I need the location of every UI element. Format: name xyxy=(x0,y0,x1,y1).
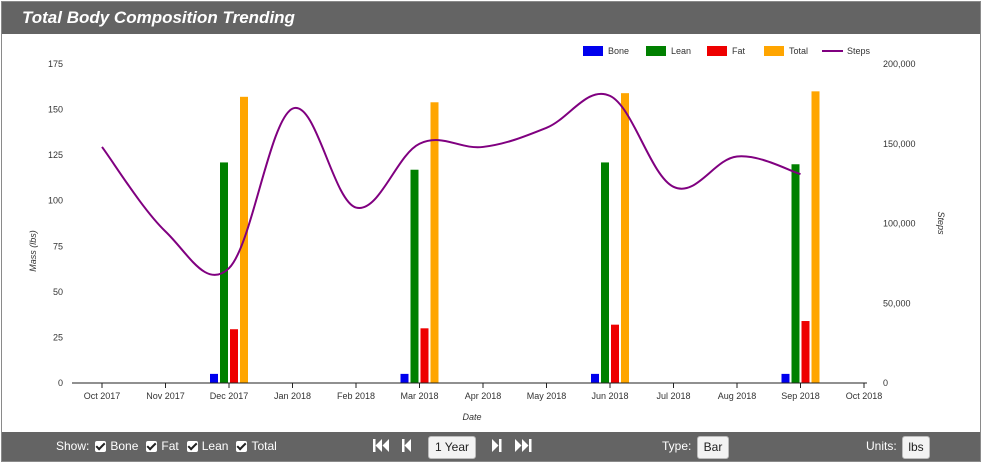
legend-label-total: Total xyxy=(789,46,808,56)
y-tick-label: 100 xyxy=(48,196,63,206)
bar-total xyxy=(621,93,629,383)
legend-swatch-fat xyxy=(707,46,727,56)
bar-total xyxy=(430,102,439,383)
y-tick-label: 75 xyxy=(53,241,63,251)
x-tick-label: Sep 2018 xyxy=(781,391,820,401)
bar-fat xyxy=(801,321,810,383)
chart-type-button[interactable]: Bar xyxy=(697,436,729,459)
fat-checkbox[interactable] xyxy=(146,440,158,452)
legend-label-fat: Fat xyxy=(732,46,746,56)
x-tick-label: Jul 2018 xyxy=(656,391,690,401)
y2-axis-label: Steps xyxy=(936,211,946,235)
total-checkbox[interactable] xyxy=(236,440,248,452)
x-tick-label: Dec 2017 xyxy=(210,391,249,401)
y2-tick-label: 200,000 xyxy=(883,59,916,69)
type-label: Type: xyxy=(662,439,692,453)
toggle-fat-label: Fat xyxy=(161,439,179,453)
units-label: Units: xyxy=(866,439,897,453)
toggle-fat[interactable]: Fat xyxy=(146,439,179,453)
previous-page-icon[interactable] xyxy=(402,439,412,452)
steps-line xyxy=(101,92,801,276)
bar-bone xyxy=(210,373,218,383)
bar-bone xyxy=(781,373,790,383)
bar-bone xyxy=(400,373,409,383)
y-tick-label: 0 xyxy=(58,378,63,388)
footer-toolbar: Show: Bone Fat Lean Total 1 Year Type: B… xyxy=(2,432,980,461)
x-tick-label: Jan 2018 xyxy=(274,391,311,401)
y-tick-label: 50 xyxy=(53,287,63,297)
legend-label-steps: Steps xyxy=(847,46,871,56)
bar-fat xyxy=(611,324,619,383)
body-composition-chart: 0 25 50 75 100 125 150 175 0 50,000 100,000 150,000… xyxy=(28,46,946,422)
range-button[interactable]: 1 Year xyxy=(428,436,476,459)
bar-fat xyxy=(230,329,238,383)
legend-label-bone: Bone xyxy=(608,46,629,56)
x-axis-label: Date xyxy=(462,412,481,422)
y2-tick-label: 150,000 xyxy=(883,139,916,149)
bar-lean xyxy=(791,164,800,383)
toggle-lean[interactable]: Lean xyxy=(186,439,229,453)
title-bar: Total Body Composition Trending xyxy=(2,2,980,34)
last-page-icon[interactable] xyxy=(515,439,532,452)
show-label: Show: xyxy=(56,439,90,453)
panel-title: Total Body Composition Trending xyxy=(22,8,295,27)
x-tick-label: Nov 2017 xyxy=(146,391,185,401)
bar-total xyxy=(811,91,820,383)
next-page-icon[interactable] xyxy=(492,439,502,452)
x-tick-label: Aug 2018 xyxy=(718,391,757,401)
legend-swatch-total xyxy=(764,46,784,56)
legend-swatch-lean xyxy=(646,46,666,56)
legend-swatch-bone xyxy=(583,46,603,56)
lean-checkbox[interactable] xyxy=(186,440,198,452)
bone-checkbox[interactable] xyxy=(95,440,107,452)
y2-tick-label: 0 xyxy=(883,378,888,388)
x-tick-label: Jun 2018 xyxy=(591,391,628,401)
legend-label-lean: Lean xyxy=(671,46,691,56)
chart-area: 0 25 50 75 100 125 150 175 0 50,000 100,000 150,000… xyxy=(2,35,980,431)
x-tick-label: Feb 2018 xyxy=(337,391,375,401)
toggle-lean-label: Lean xyxy=(201,439,229,453)
first-page-icon[interactable] xyxy=(373,439,390,452)
x-tick-label: May 2018 xyxy=(527,391,567,401)
x-tick-label: Apr 2018 xyxy=(465,391,502,401)
y2-tick-label: 50,000 xyxy=(883,298,911,308)
y-tick-label: 150 xyxy=(48,105,63,115)
units-button[interactable]: lbs xyxy=(902,436,930,459)
series-toggles: Show: Bone Fat Lean Total xyxy=(56,439,285,453)
bar-lean xyxy=(410,169,419,383)
x-tick-label: Oct 2018 xyxy=(846,391,883,401)
y2-tick-label: 100,000 xyxy=(883,219,916,229)
x-tick-label: Mar 2018 xyxy=(400,391,438,401)
toggle-bone[interactable]: Bone xyxy=(95,439,138,453)
y-tick-label: 175 xyxy=(48,59,63,69)
toggle-bone-label: Bone xyxy=(110,439,139,453)
toggle-total-label: Total xyxy=(251,439,277,453)
y-tick-label: 25 xyxy=(53,332,63,342)
y-axis-label: Mass (lbs) xyxy=(28,230,38,272)
bar-lean xyxy=(601,162,609,383)
toggle-total[interactable]: Total xyxy=(236,439,277,453)
x-tick-label: Oct 2017 xyxy=(84,391,121,401)
bar-bone xyxy=(591,373,599,383)
bar-fat xyxy=(420,328,429,383)
y-tick-label: 125 xyxy=(48,150,63,160)
